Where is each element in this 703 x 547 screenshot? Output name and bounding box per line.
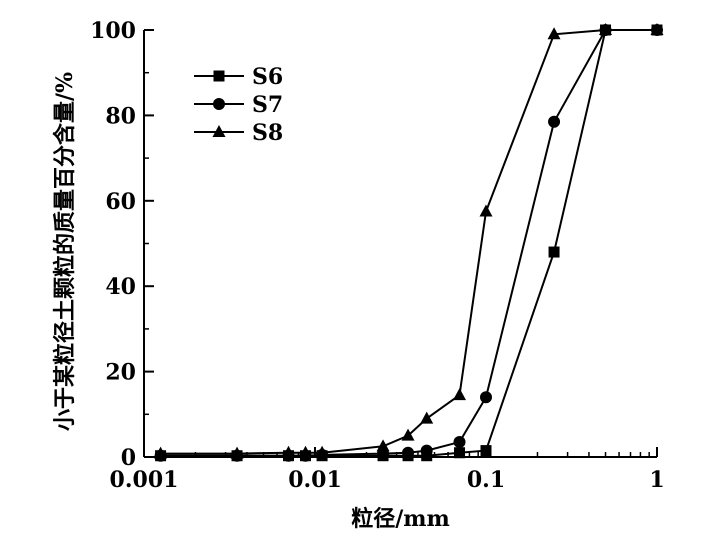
data-point-s8 [453,388,467,401]
data-point-s8 [420,411,434,424]
data-point-s8 [479,204,493,217]
legend-marker-s7 [213,98,225,110]
data-point-s7 [548,115,561,128]
data-point-s8 [547,27,561,40]
plot-area: 0.001 0.01 0.1 1 0 20 40 60 80 100 [90,18,665,493]
series-s6 [155,24,663,462]
series-s7 [154,24,663,462]
data-point-s8 [299,445,313,458]
data-point-s7 [480,391,492,404]
series-line-s7 [160,29,657,457]
data-point-s8 [282,445,296,458]
y-tick-label: 40 [105,274,136,300]
x-tick-label: 0.1 [467,467,505,493]
data-point-s7 [420,444,433,457]
y-axis-title: 小于某粒径土颗粒的质量百分含量/% [52,72,78,431]
data-point-s8 [401,428,415,441]
data-point-s7 [402,446,415,459]
data-point-s7 [453,436,466,449]
x-axis-title: 粒径/mm [351,506,450,532]
data-point-s6 [454,447,466,459]
x-tick-label: 0.001 [110,467,179,493]
legend-label-s7: S7 [252,92,283,118]
legend-label-s8: S8 [252,120,283,146]
x-tick-label: 0.01 [288,467,342,493]
data-point-s6 [548,246,560,258]
series-s8 [154,23,664,459]
data-point-s8 [315,445,329,458]
series-layer [154,23,664,462]
data-point-s8 [154,446,168,459]
x-tick-label: 1 [649,467,664,493]
data-point-s8 [230,446,244,459]
data-point-s8 [599,23,613,35]
y-tick-label: 0 [121,445,136,471]
legend-label-s6: S6 [252,64,283,90]
data-point-s8 [376,439,390,452]
legend-marker-s6 [213,70,225,82]
y-tick-label: 60 [105,189,136,215]
y-tick-label: 100 [90,18,136,44]
data-point-s8 [650,23,664,35]
legend-marker-s8 [212,125,226,137]
y-tick-label: 80 [105,103,136,129]
series-line-s8 [160,29,657,455]
series-line-s6 [160,29,657,457]
y-tick-label: 20 [105,360,136,386]
data-point-s6 [480,445,492,457]
y-ticks: 0 20 40 60 80 100 [90,18,154,471]
